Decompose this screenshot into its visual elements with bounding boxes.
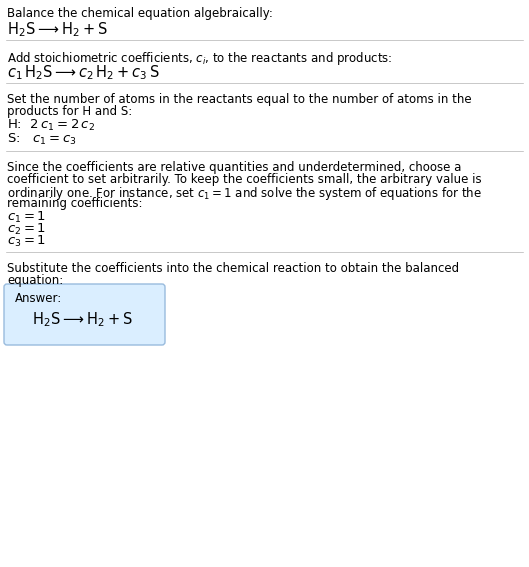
Text: products for H and S:: products for H and S: [7,105,132,118]
Text: $c_2 = 1$: $c_2 = 1$ [7,222,46,237]
Text: $\mathregular{H_2S} \longrightarrow \mathregular{H_2} + \mathregular{S}$: $\mathregular{H_2S} \longrightarrow \mat… [7,20,107,39]
Text: equation:: equation: [7,274,63,287]
Text: Add stoichiometric coefficients, $c_i$, to the reactants and products:: Add stoichiometric coefficients, $c_i$, … [7,50,393,67]
Text: coefficient to set arbitrarily. To keep the coefficients small, the arbitrary va: coefficient to set arbitrarily. To keep … [7,173,481,186]
Text: Answer:: Answer: [15,292,62,305]
Text: remaining coefficients:: remaining coefficients: [7,197,142,210]
Text: $c_3 = 1$: $c_3 = 1$ [7,234,46,249]
Text: $\mathregular{H_2S} \longrightarrow \mathregular{H_2} + \mathregular{S}$: $\mathregular{H_2S} \longrightarrow \mat… [32,310,133,329]
Text: $c_1\,\mathregular{H_2S} \longrightarrow c_2\,\mathregular{H_2} + c_3\,\mathregu: $c_1\,\mathregular{H_2S} \longrightarrow… [7,63,160,82]
Text: Substitute the coefficients into the chemical reaction to obtain the balanced: Substitute the coefficients into the che… [7,262,459,275]
Text: Since the coefficients are relative quantities and underdetermined, choose a: Since the coefficients are relative quan… [7,161,461,174]
Text: H:  $2\,c_1 = 2\,c_2$: H: $2\,c_1 = 2\,c_2$ [7,118,95,133]
Text: Balance the chemical equation algebraically:: Balance the chemical equation algebraica… [7,7,273,20]
Text: S:   $c_1 = c_3$: S: $c_1 = c_3$ [7,132,77,147]
Text: $c_1 = 1$: $c_1 = 1$ [7,210,46,225]
Text: ordinarily one. For instance, set $c_1 = 1$ and solve the system of equations fo: ordinarily one. For instance, set $c_1 =… [7,185,482,202]
Text: Set the number of atoms in the reactants equal to the number of atoms in the: Set the number of atoms in the reactants… [7,93,472,106]
FancyBboxPatch shape [4,284,165,345]
